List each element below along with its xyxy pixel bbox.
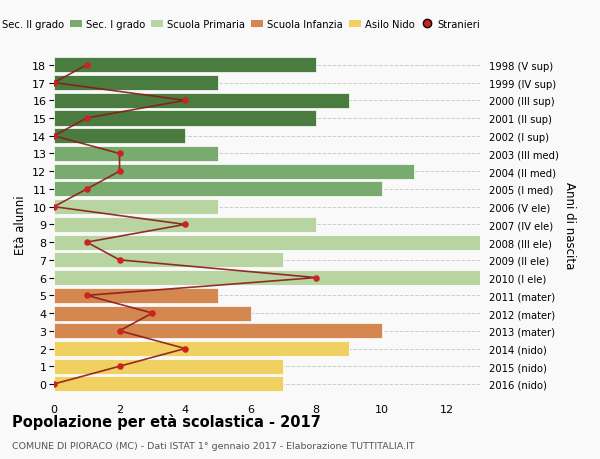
Point <box>49 203 59 211</box>
Bar <box>54 182 382 197</box>
Point <box>49 133 59 140</box>
Point <box>115 151 124 158</box>
Text: COMUNE DI PIORACO (MC) - Dati ISTAT 1° gennaio 2017 - Elaborazione TUTTITALIA.IT: COMUNE DI PIORACO (MC) - Dati ISTAT 1° g… <box>12 441 415 450</box>
Bar <box>54 76 218 91</box>
Point <box>115 257 124 264</box>
Bar <box>54 94 349 109</box>
Bar <box>54 111 316 126</box>
Bar <box>54 146 218 162</box>
Point <box>311 274 321 282</box>
Bar <box>54 58 316 73</box>
Y-axis label: Anni di nascita: Anni di nascita <box>563 181 575 269</box>
Point <box>82 292 92 299</box>
Bar <box>54 235 480 250</box>
Text: Popolazione per età scolastica - 2017: Popolazione per età scolastica - 2017 <box>12 413 321 429</box>
Point <box>180 221 190 229</box>
Point <box>49 80 59 87</box>
Bar <box>54 200 218 215</box>
Point <box>82 62 92 69</box>
Bar <box>54 253 283 268</box>
Bar <box>54 288 218 303</box>
Point <box>180 345 190 353</box>
Bar <box>54 376 283 392</box>
Bar <box>54 324 382 339</box>
Point <box>82 239 92 246</box>
Bar <box>54 270 480 285</box>
Point <box>115 168 124 175</box>
Point <box>82 115 92 123</box>
Bar <box>54 306 251 321</box>
Bar <box>54 164 415 179</box>
Point <box>180 97 190 105</box>
Legend: Sec. II grado, Sec. I grado, Scuola Primaria, Scuola Infanzia, Asilo Nido, Stran: Sec. II grado, Sec. I grado, Scuola Prim… <box>0 16 484 34</box>
Bar <box>54 129 185 144</box>
Y-axis label: Età alunni: Età alunni <box>14 195 26 255</box>
Bar <box>54 341 349 356</box>
Bar <box>54 359 283 374</box>
Point <box>82 186 92 193</box>
Point <box>49 381 59 388</box>
Point <box>115 327 124 335</box>
Point <box>148 310 157 317</box>
Point <box>115 363 124 370</box>
Bar <box>54 218 316 232</box>
